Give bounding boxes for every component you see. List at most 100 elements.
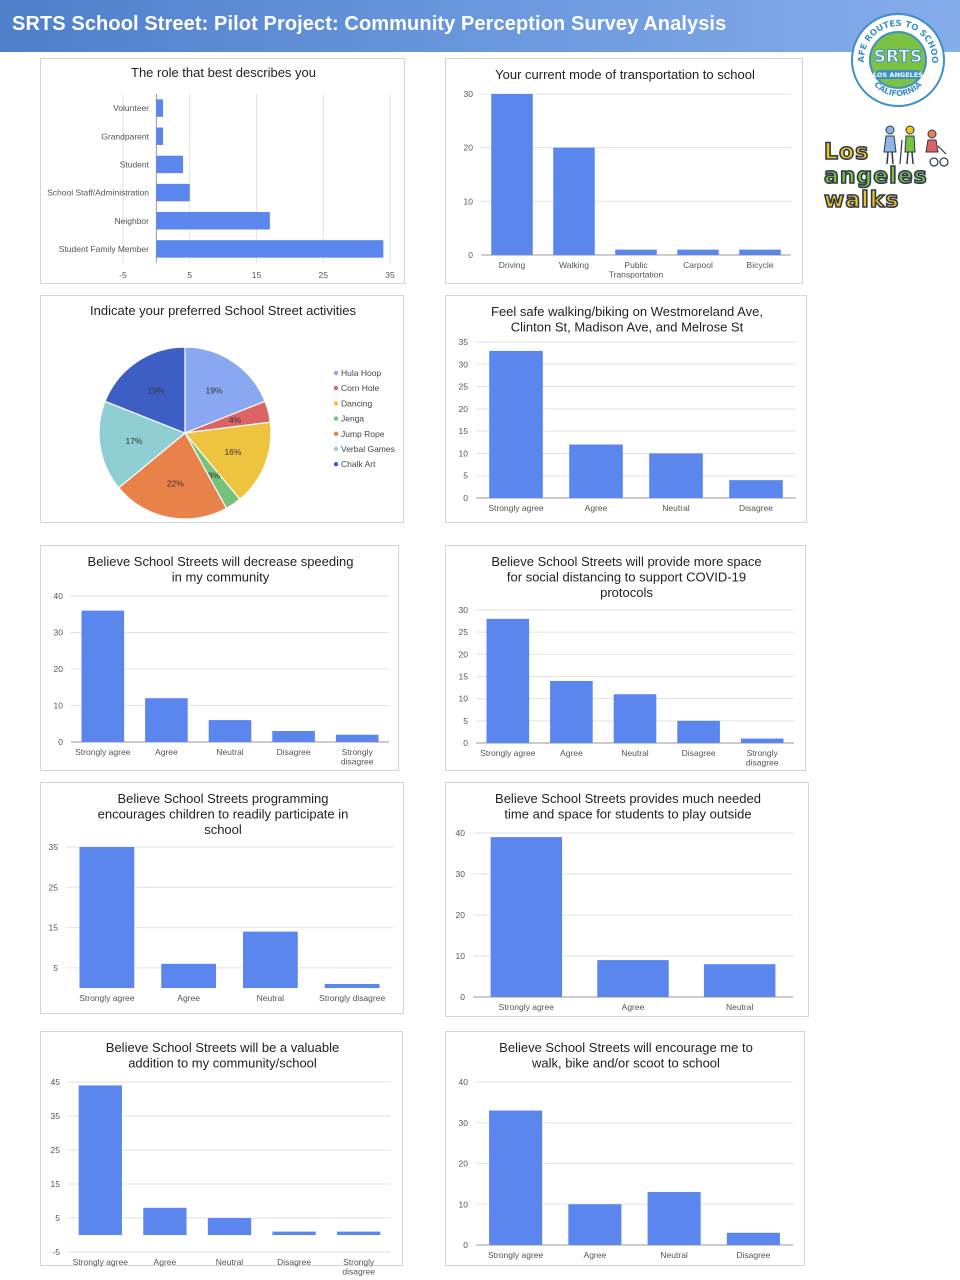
- x-tick-label: disagree: [342, 1267, 375, 1277]
- bar: [677, 249, 719, 255]
- x-tick-label: 25: [319, 270, 329, 280]
- bar: [491, 94, 533, 255]
- x-tick-label: Agree: [155, 747, 178, 757]
- bar: [568, 1204, 622, 1245]
- bar: [207, 1218, 252, 1235]
- x-tick-label: disagree: [341, 757, 374, 767]
- chart-valuable: Believe School Streets will be a valuabl…: [51, 1040, 391, 1277]
- chart-title: encourages children to readily participa…: [98, 807, 349, 822]
- chart-activities-panel: Indicate your preferred School Street ac…: [40, 295, 404, 523]
- y-tick-label: 0: [460, 992, 465, 1002]
- chart-title: Believe School Streets provides much nee…: [495, 791, 761, 806]
- chart-title: walk, bike and/or scoot to school: [531, 1056, 720, 1071]
- chart-title: Believe School Streets programming: [118, 791, 329, 806]
- chart-programming: Believe School Streets programmingencour…: [49, 791, 393, 1003]
- y-tick-label: 20: [54, 664, 64, 674]
- pie-slice-label: 22%: [167, 479, 184, 489]
- bar: [489, 1110, 543, 1245]
- bar: [597, 960, 669, 997]
- y-tick-label: 30: [54, 628, 64, 638]
- bar: [740, 738, 784, 743]
- chart-mode: Your current mode of transportation to s…: [464, 67, 791, 280]
- pie-slice: [104, 346, 186, 434]
- y-tick-label: Student Family Member: [59, 244, 149, 254]
- chart-title: Believe School Streets will decrease spe…: [88, 554, 354, 569]
- y-tick-label: Neighbor: [115, 216, 150, 226]
- bar: [156, 212, 270, 230]
- x-tick-label: Strongly disagree: [319, 993, 385, 1003]
- bar: [739, 249, 781, 255]
- legend-marker: [333, 462, 339, 467]
- chart-activities: Indicate your preferred School Street ac…: [90, 303, 395, 520]
- pie-slice-label: 19%: [147, 385, 164, 395]
- bar: [729, 480, 783, 498]
- chart-distancing: Believe School Streets will provide more…: [459, 554, 794, 768]
- x-tick-label: Strongly: [343, 1257, 375, 1267]
- pie-slice: [98, 400, 187, 489]
- chart-title: Believe School Streets will encourage me…: [499, 1040, 753, 1055]
- x-tick-label: Strongly: [342, 747, 374, 757]
- y-tick-label: 40: [459, 1077, 469, 1087]
- chart-speeding-panel: Believe School Streets will decrease spe…: [40, 545, 399, 771]
- chart-play: Believe School Streets provides much nee…: [456, 791, 793, 1012]
- chart-programming-panel: Believe School Streets programming encour…: [40, 782, 404, 1014]
- bar: [79, 847, 135, 988]
- y-tick-label: 10: [54, 701, 64, 711]
- legend-label: Jump Rope: [341, 429, 385, 439]
- x-tick-label: Agree: [584, 1250, 607, 1260]
- chart-title: in my community: [172, 570, 270, 585]
- bar: [677, 720, 720, 743]
- chart-safe-panel: Feel safe walking/biking on Westmoreland…: [445, 295, 807, 523]
- y-tick-label: 25: [49, 882, 59, 892]
- bar: [156, 99, 164, 117]
- x-tick-label: Neutral: [216, 747, 244, 757]
- x-tick-label: Neutral: [660, 1250, 688, 1260]
- x-tick-label: Agree: [177, 993, 200, 1003]
- x-tick-label: Walking: [559, 260, 589, 270]
- y-tick-label: 15: [49, 923, 59, 933]
- legend-marker: [333, 370, 339, 376]
- x-tick-label: Strongly agree: [73, 1257, 129, 1267]
- chart-title: Your current mode of transportation to s…: [495, 67, 755, 82]
- legend-label: Hula Hoop: [341, 368, 381, 378]
- bar: [78, 1085, 122, 1235]
- bar: [156, 240, 384, 258]
- y-tick-label: 0: [463, 738, 468, 748]
- y-tick-label: 40: [54, 591, 64, 601]
- bar: [161, 963, 217, 988]
- x-tick-label: Transportation: [609, 270, 664, 280]
- pie-slice-label: 3%: [208, 471, 221, 481]
- chart-title: Believe School Streets will be a valuabl…: [106, 1040, 339, 1055]
- y-tick-label: 10: [464, 196, 474, 206]
- bar: [337, 1231, 381, 1235]
- x-tick-label: Neutral: [662, 503, 690, 513]
- legend-marker: [333, 401, 339, 406]
- chart-safe: Feel safe walking/biking on Westmoreland…: [459, 304, 796, 513]
- x-tick-label: Agree: [622, 1002, 645, 1012]
- chart-role: The role that best describes you -5 5 15 25 3…: [47, 65, 395, 280]
- y-tick-label: 40: [456, 828, 466, 838]
- chart-title: for social distancing to support COVID-1…: [507, 570, 746, 585]
- x-tick-label: Disagree: [277, 747, 311, 757]
- page-title: SRTS School Street: Pilot Project: Commu…: [12, 13, 727, 35]
- la-walks-line2: angeles: [823, 163, 928, 190]
- chart-mode-panel: Your current mode of transportation to s…: [445, 58, 803, 284]
- y-tick-label: 30: [459, 1118, 469, 1128]
- bar: [703, 964, 776, 997]
- walking-figures-icon: [883, 125, 949, 167]
- x-tick-label: 5: [187, 270, 192, 280]
- x-tick-label: Disagree: [739, 503, 773, 513]
- y-tick-label: 45: [51, 1077, 61, 1087]
- legend-label: Chalk Art: [341, 459, 376, 469]
- bar: [272, 1231, 316, 1235]
- x-tick-label: Agree: [560, 748, 583, 758]
- chart-title: school: [204, 822, 242, 837]
- chart-speeding: Believe School Streets will decrease spe…: [54, 554, 389, 767]
- y-tick-label: 0: [468, 250, 473, 260]
- y-tick-label: 10: [459, 694, 469, 704]
- y-tick-label: 10: [459, 1199, 469, 1209]
- bar: [242, 931, 298, 988]
- chart-valuable-panel: Believe School Streets will be a valuabl…: [40, 1031, 403, 1277]
- chart-title: The role that best describes you: [131, 65, 316, 80]
- la-walks-logo: Los angeles walks: [822, 125, 952, 220]
